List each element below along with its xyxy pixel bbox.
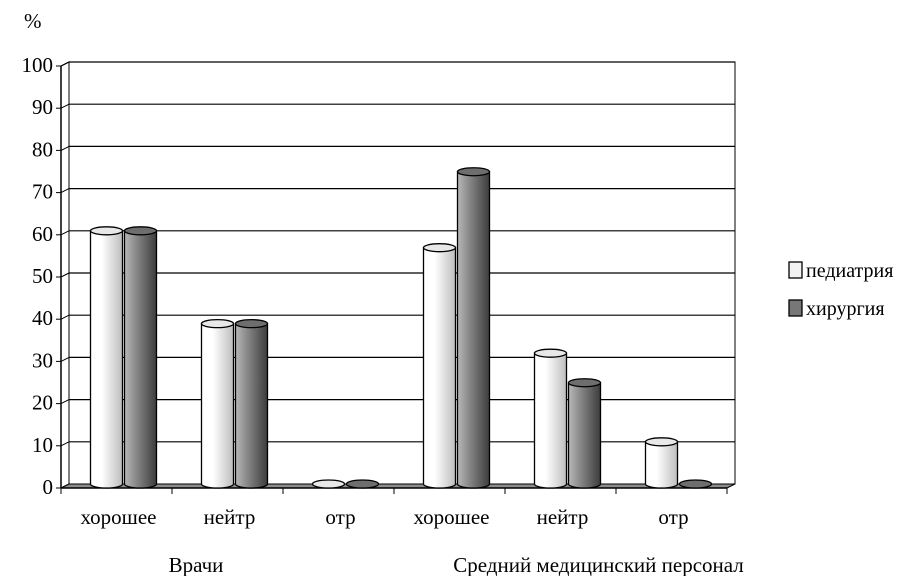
legend-swatch	[789, 300, 802, 316]
bar-педиатрия-3	[424, 248, 456, 488]
group-label: Врачи	[169, 553, 224, 576]
bar-педиатрия-2	[313, 480, 345, 488]
bar-top-педиатрия-4	[535, 349, 567, 357]
y-tick-label: 60	[32, 222, 53, 246]
bar-top-педиатрия-3	[424, 244, 456, 252]
y-tick-label: 70	[32, 180, 53, 204]
y-tick-label: 100	[22, 53, 54, 77]
bar-педиатрия-5	[646, 442, 678, 488]
legend-item-хирургия: хирургия	[789, 298, 885, 320]
x-tick-label: отр	[325, 505, 355, 529]
y-tick-label: 20	[32, 391, 53, 415]
bar-хирургия-4	[569, 383, 601, 488]
legend-label: педиатрия	[806, 260, 893, 282]
y-tick-label: 90	[32, 95, 53, 119]
bar-педиатрия-4	[535, 353, 567, 488]
bar-top-педиатрия-1	[202, 320, 234, 328]
legend-label: хирургия	[806, 298, 885, 320]
bar-top-хирургия-3	[458, 168, 490, 176]
x-tick-label: хорошее	[413, 505, 489, 529]
bar-top-хирургия-1	[236, 320, 268, 328]
bar-хирургия-0	[125, 231, 157, 488]
y-tick-label: 30	[32, 348, 53, 372]
bar-педиатрия-1	[202, 324, 234, 488]
bar-хирургия-2	[347, 480, 379, 488]
y-tick-label: 50	[32, 264, 53, 288]
bar-педиатрия-0	[91, 231, 123, 488]
x-tick-label: отр	[658, 505, 688, 529]
y-tick-label: 10	[32, 433, 53, 457]
x-tick-label: хорошее	[80, 505, 156, 529]
x-tick-label: нейтр	[204, 505, 256, 529]
bar-хирургия-3	[458, 172, 490, 488]
bar-top-хирургия-4	[569, 379, 601, 387]
y-axis-label: %	[24, 9, 42, 33]
bar-top-хирургия-0	[125, 227, 157, 235]
group-label: Средний медицинский персонал	[453, 553, 744, 576]
bar-хирургия-1	[236, 324, 268, 488]
bar-top-педиатрия-0	[91, 227, 123, 235]
y-tick-label: 40	[32, 306, 53, 330]
legend-swatch	[789, 262, 802, 278]
y-tick-label: 0	[43, 475, 54, 499]
x-tick-label: нейтр	[537, 505, 589, 529]
legend-item-педиатрия: педиатрия	[789, 260, 893, 282]
y-tick-label: 80	[32, 137, 53, 161]
bar-top-педиатрия-5	[646, 438, 678, 446]
bar-хирургия-5	[680, 480, 712, 488]
